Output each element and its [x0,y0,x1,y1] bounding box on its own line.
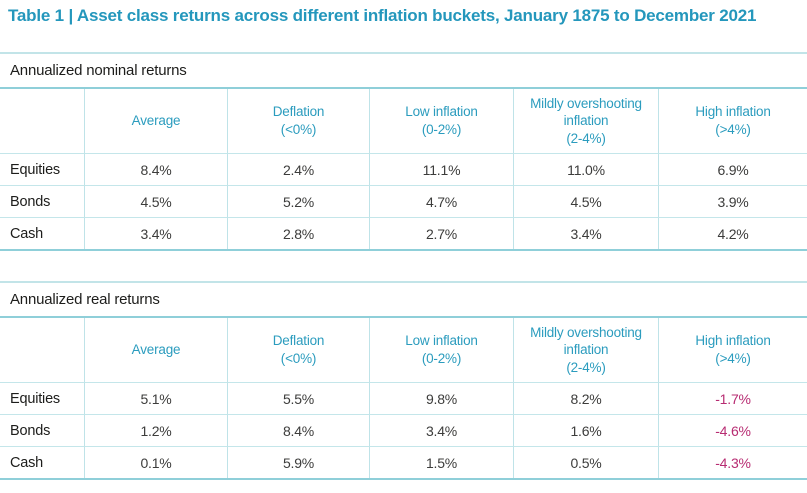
cell-value: 2.8% [227,217,369,249]
cell-value: -4.3% [658,446,807,478]
nominal-returns-section: Annualized nominal returns Average Defla… [0,52,807,251]
cell-value: 5.2% [227,185,369,217]
cell-value: 2.7% [369,217,513,249]
cell-value: 1.6% [513,414,658,446]
figure-title: Table 1 | Asset class returns across dif… [8,6,757,25]
cell-value: 8.4% [227,414,369,446]
column-header-blank [0,318,84,382]
cell-value: 9.8% [369,382,513,414]
cell-value: 8.2% [513,382,658,414]
section-heading: Annualized nominal returns [10,62,187,79]
column-header-deflation: Deflation (<0%) [227,89,369,153]
table-figure: Table 1 | Asset class returns across dif… [0,5,807,480]
cell-value: 1.2% [84,414,227,446]
cell-value: 5.1% [84,382,227,414]
cell-value: -4.6% [658,414,807,446]
cell-value: 4.5% [513,185,658,217]
column-header-high-inflation: High inflation (>4%) [658,89,807,153]
section-divider [0,52,807,54]
cell-value: 8.4% [84,153,227,185]
nominal-returns-table: Average Deflation (<0%) Low inflation (0… [0,87,807,251]
column-header-low-inflation: Low inflation (0-2%) [369,318,513,382]
column-header-blank [0,89,84,153]
cell-value: -1.7% [658,382,807,414]
cell-value: 1.5% [369,446,513,478]
cell-value: 2.4% [227,153,369,185]
column-header-average: Average [84,89,227,153]
column-header-low-inflation: Low inflation (0-2%) [369,89,513,153]
row-label: Equities [0,153,84,185]
cell-value: 4.2% [658,217,807,249]
cell-value: 0.5% [513,446,658,478]
cell-value: 11.1% [369,153,513,185]
column-header-average: Average [84,318,227,382]
row-label: Equities [0,382,84,414]
cell-value: 4.5% [84,185,227,217]
column-header-mild-inflation: Mildly overshooting inflation (2-4%) [513,89,658,153]
cell-value: 4.7% [369,185,513,217]
column-header-deflation: Deflation (<0%) [227,318,369,382]
cell-value: 3.9% [658,185,807,217]
section-divider [0,281,807,283]
cell-value: 0.1% [84,446,227,478]
column-header-mild-inflation: Mildly overshooting inflation (2-4%) [513,318,658,382]
real-returns-section: Annualized real returns Average Deflatio… [0,281,807,480]
cell-value: 5.5% [227,382,369,414]
cell-value: 6.9% [658,153,807,185]
cell-value: 3.4% [84,217,227,249]
row-label: Bonds [0,185,84,217]
column-header-high-inflation: High inflation (>4%) [658,318,807,382]
cell-value: 11.0% [513,153,658,185]
section-heading: Annualized real returns [10,291,160,308]
cell-value: 3.4% [513,217,658,249]
cell-value: 5.9% [227,446,369,478]
row-label: Cash [0,446,84,478]
row-label: Bonds [0,414,84,446]
row-label: Cash [0,217,84,249]
real-returns-table: Average Deflation (<0%) Low inflation (0… [0,316,807,480]
cell-value: 3.4% [369,414,513,446]
